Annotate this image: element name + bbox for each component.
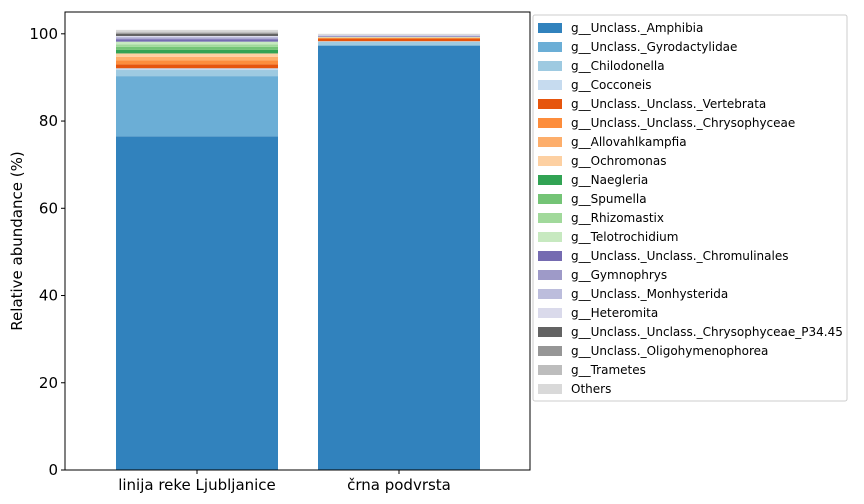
y-tick-label: 40 [39,287,58,305]
legend-label: g__Chilodonella [571,59,665,73]
legend-swatch [538,327,562,337]
bar-segment [318,37,480,39]
bar-segment [116,33,278,36]
bar-segment [116,31,278,33]
legend-frame [532,14,848,402]
legend-swatch [538,232,562,242]
legend-swatch [538,289,562,299]
y-axis-title: Relative abundance (%) [8,151,26,330]
legend-label: g__Unclass._Oligohymenophorea [571,344,768,358]
bar-segment [116,53,278,57]
bar-segment [116,29,278,32]
legend-label: g__Unclass._Unclass._Chrysophyceae_P34.4… [571,325,843,339]
legend-swatch [538,175,562,185]
legend-swatch [538,61,562,71]
legend-swatch [538,23,562,33]
bar-segment [116,56,278,61]
legend-label: g__Telotrochidium [571,230,678,244]
legend: g__Unclass._Amphibia g__Unclass._Gyrodact… [532,14,848,402]
legend-label: g__Trametes [571,363,646,377]
bar-segment [116,68,278,71]
legend-swatch [538,99,562,109]
legend-label: g__Unclass._Amphibia [571,21,703,35]
legend-label: g__Unclass._Unclass._Chromulinales [571,249,789,263]
legend-label: g__Ochromonas [571,154,667,168]
y-tick-label: 80 [39,112,58,130]
legend-label: g__Heteromita [571,306,658,320]
x-tick-label: črna podvrsta [347,476,451,494]
legend-swatch [538,251,562,261]
bar-segment [116,41,278,45]
legend-label: g__Unclass._Unclass._Vertebrata [571,97,766,111]
bar-segment [116,136,278,471]
x-tick-label: linija reke Ljubljanice [118,476,276,494]
bar-segment [116,76,278,137]
y-tick-label: 100 [29,25,58,43]
legend-label: g__Spumella [571,192,647,206]
legend-swatch [538,308,562,318]
legend-label: g__Unclass._Monhysterida [571,287,728,301]
bar-segment [116,38,278,40]
bar-segment [116,35,278,37]
legend-swatch [538,118,562,128]
legend-label: g__Gymnophrys [571,268,667,282]
bar-segment [116,70,278,77]
legend-label: Others [571,382,611,396]
bar-segment [116,46,278,50]
legend-swatch [538,384,562,394]
legend-label: g__Naegleria [571,173,648,187]
legend-swatch [538,346,562,356]
bar-segment [116,36,278,39]
bar-segment [116,44,278,47]
legend-label: g__Unclass._Gyrodactylidae [571,40,737,54]
bar-segment [116,60,278,65]
bar-segment [318,38,480,42]
legend-swatch [538,365,562,375]
legend-swatch [538,156,562,166]
bar-segment [116,64,278,69]
bar-segment [318,34,480,36]
legend-label: g__Cocconeis [571,78,651,92]
legend-swatch [538,80,562,90]
legend-swatch [538,194,562,204]
plot-area: linija reke Ljubljanice črna podvrsta 0 20 4… [29,11,531,494]
legend-swatch [538,213,562,223]
y-tick-label: 60 [39,199,58,217]
legend-label: g__Rhizomastix [571,211,664,225]
legend-label: g__Unclass._Unclass._Chrysophyceae [571,116,795,130]
bar-segment [116,49,278,54]
bar-segment [116,32,278,34]
bar-segment [318,45,480,470]
axes-frame [64,11,531,471]
legend-label: g__Allovahlkampfia [571,135,687,149]
bar-segment [318,41,480,46]
legend-swatch [538,42,562,52]
y-tick-label: 0 [48,461,58,479]
legend-swatch [538,270,562,280]
legend-swatch [538,137,562,147]
bar-segment [116,39,278,42]
y-tick-label: 20 [39,374,58,392]
